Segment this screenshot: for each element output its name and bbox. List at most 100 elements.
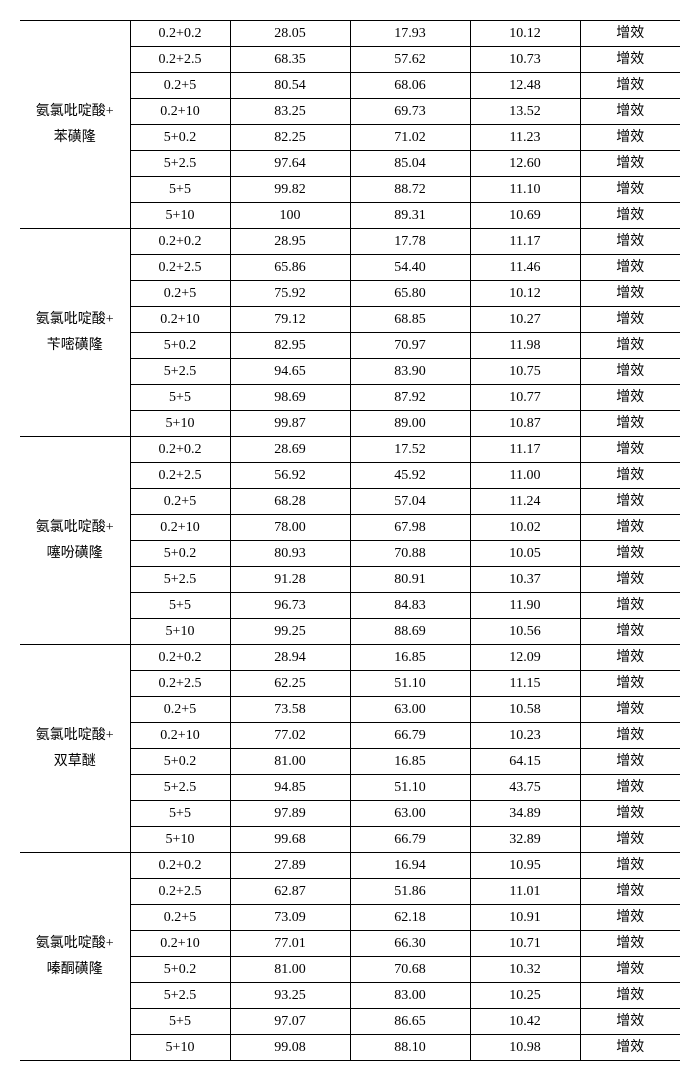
table-cell: 96.73 xyxy=(230,593,350,619)
table-cell: 68.28 xyxy=(230,489,350,515)
table-cell: 85.04 xyxy=(350,151,470,177)
table-cell: 增效 xyxy=(580,1035,680,1061)
table-cell: 78.00 xyxy=(230,515,350,541)
table-cell: 70.88 xyxy=(350,541,470,567)
group-label: 氨氯吡啶酸+苯磺隆 xyxy=(20,21,130,229)
table-cell: 10.95 xyxy=(470,853,580,879)
table-cell: 0.2+5 xyxy=(130,905,230,931)
table-cell: 10.98 xyxy=(470,1035,580,1061)
table-cell: 68.85 xyxy=(350,307,470,333)
table-cell: 88.69 xyxy=(350,619,470,645)
table-cell: 0.2+0.2 xyxy=(130,21,230,47)
table-cell: 增效 xyxy=(580,593,680,619)
table-cell: 88.10 xyxy=(350,1035,470,1061)
table-cell: 83.00 xyxy=(350,983,470,1009)
group-label: 氨氯吡啶酸+苄嘧磺隆 xyxy=(20,229,130,437)
table-cell: 11.17 xyxy=(470,229,580,255)
table-cell: 28.94 xyxy=(230,645,350,671)
table-cell: 94.85 xyxy=(230,775,350,801)
table-cell: 5+10 xyxy=(130,203,230,229)
table-cell: 5+0.2 xyxy=(130,541,230,567)
table-cell: 增效 xyxy=(580,801,680,827)
table-cell: 45.92 xyxy=(350,463,470,489)
table-cell: 43.75 xyxy=(470,775,580,801)
table-cell: 5+5 xyxy=(130,177,230,203)
table-cell: 11.90 xyxy=(470,593,580,619)
data-table: 氨氯吡啶酸+苯磺隆0.2+0.228.0517.9310.12增效 0.2+2.5… xyxy=(20,20,680,1061)
table-cell: 86.65 xyxy=(350,1009,470,1035)
table-cell: 73.09 xyxy=(230,905,350,931)
table-cell: 5+5 xyxy=(130,801,230,827)
table-cell: 增效 xyxy=(580,905,680,931)
table-cell: 5+2.5 xyxy=(130,775,230,801)
table-cell: 10.12 xyxy=(470,21,580,47)
table-cell: 增效 xyxy=(580,463,680,489)
table-cell: 10.32 xyxy=(470,957,580,983)
table-cell: 增效 xyxy=(580,1009,680,1035)
table-cell: 增效 xyxy=(580,203,680,229)
table-cell: 16.94 xyxy=(350,853,470,879)
table-cell: 97.64 xyxy=(230,151,350,177)
table-cell: 88.72 xyxy=(350,177,470,203)
table-cell: 51.86 xyxy=(350,879,470,905)
table-cell: 5+5 xyxy=(130,385,230,411)
table-cell: 增效 xyxy=(580,619,680,645)
table-cell: 5+0.2 xyxy=(130,333,230,359)
group-label: 氨氯吡啶酸+双草醚 xyxy=(20,645,130,853)
table-cell: 5+2.5 xyxy=(130,983,230,1009)
table-cell: 增效 xyxy=(580,645,680,671)
table-cell: 66.79 xyxy=(350,723,470,749)
table-cell: 10.37 xyxy=(470,567,580,593)
table-cell: 增效 xyxy=(580,151,680,177)
table-cell: 67.98 xyxy=(350,515,470,541)
table-cell: 增效 xyxy=(580,957,680,983)
table-cell: 10.56 xyxy=(470,619,580,645)
table-cell: 28.69 xyxy=(230,437,350,463)
table-row: 氨氯吡啶酸+苯磺隆0.2+0.228.0517.9310.12增效 xyxy=(20,21,680,47)
table-row: 氨氯吡啶酸+嗪酮磺隆0.2+0.227.8916.9410.95增效 xyxy=(20,853,680,879)
table-cell: 0.2+5 xyxy=(130,281,230,307)
table-cell: 5+10 xyxy=(130,827,230,853)
table-cell: 34.89 xyxy=(470,801,580,827)
table-cell: 增效 xyxy=(580,255,680,281)
table-cell: 增效 xyxy=(580,281,680,307)
table-cell: 68.35 xyxy=(230,47,350,73)
table-cell: 0.2+2.5 xyxy=(130,463,230,489)
table-cell: 62.87 xyxy=(230,879,350,905)
table-cell: 10.23 xyxy=(470,723,580,749)
table-cell: 5+10 xyxy=(130,619,230,645)
table-cell: 32.89 xyxy=(470,827,580,853)
table-cell: 75.92 xyxy=(230,281,350,307)
table-cell: 0.2+5 xyxy=(130,489,230,515)
table-cell: 99.68 xyxy=(230,827,350,853)
table-cell: 增效 xyxy=(580,177,680,203)
table-cell: 0.2+10 xyxy=(130,723,230,749)
table-cell: 91.28 xyxy=(230,567,350,593)
table-cell: 10.25 xyxy=(470,983,580,1009)
table-cell: 100 xyxy=(230,203,350,229)
table-cell: 93.25 xyxy=(230,983,350,1009)
table-cell: 增效 xyxy=(580,827,680,853)
table-cell: 5+0.2 xyxy=(130,125,230,151)
table-cell: 11.10 xyxy=(470,177,580,203)
table-cell: 63.00 xyxy=(350,697,470,723)
table-cell: 68.06 xyxy=(350,73,470,99)
table-cell: 10.69 xyxy=(470,203,580,229)
table-cell: 11.46 xyxy=(470,255,580,281)
table-cell: 80.54 xyxy=(230,73,350,99)
table-cell: 17.93 xyxy=(350,21,470,47)
table-cell: 77.02 xyxy=(230,723,350,749)
table-cell: 0.2+5 xyxy=(130,73,230,99)
table-cell: 63.00 xyxy=(350,801,470,827)
table-cell: 增效 xyxy=(580,307,680,333)
table-cell: 0.2+0.2 xyxy=(130,437,230,463)
table-cell: 28.95 xyxy=(230,229,350,255)
table-cell: 10.02 xyxy=(470,515,580,541)
table-cell: 0.2+0.2 xyxy=(130,645,230,671)
table-cell: 增效 xyxy=(580,853,680,879)
table-cell: 0.2+10 xyxy=(130,515,230,541)
table-cell: 增效 xyxy=(580,21,680,47)
table-cell: 增效 xyxy=(580,411,680,437)
table-cell: 增效 xyxy=(580,99,680,125)
table-cell: 70.97 xyxy=(350,333,470,359)
